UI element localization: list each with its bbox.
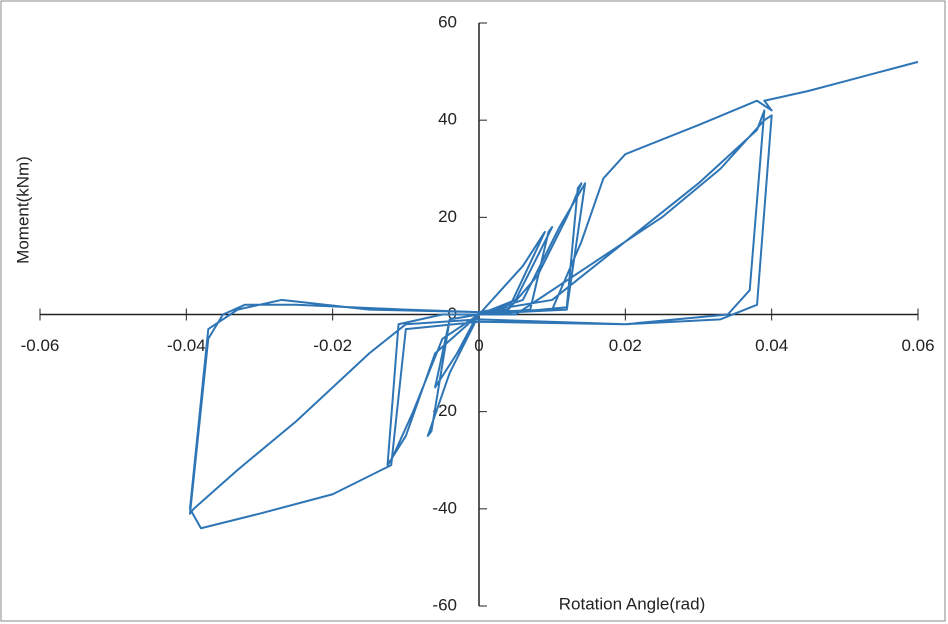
x-axis-title: Rotation Angle(rad) [559,594,705,613]
y-tick-label: -40 [432,498,457,517]
x-tick-label: 0.06 [901,336,934,355]
x-tick-label: -0.02 [313,336,352,355]
y-tick-label: 40 [438,110,457,129]
data-line [188,60,919,530]
x-tick-label: 0.02 [609,336,642,355]
x-tick-label: 0 [474,336,483,355]
y-axis-title: Moment(kNm) [13,156,32,264]
x-tick-label: 0.04 [755,336,788,355]
x-tick-label: -0.04 [167,336,206,355]
x-tick-label: -0.06 [21,336,60,355]
y-tick-label: 60 [438,12,457,31]
y-tick-label: -60 [432,595,457,614]
y-tick-label: 0 [448,304,457,323]
y-tick-label: 20 [438,207,457,226]
